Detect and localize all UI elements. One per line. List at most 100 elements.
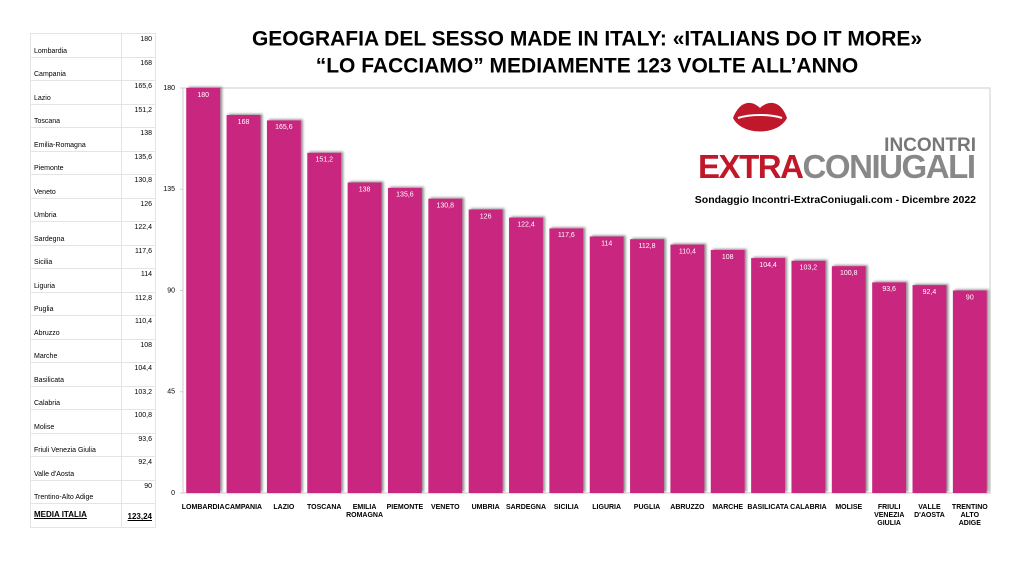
table-row: Valle d'Aosta 92,4 [30,456,156,481]
region-value: 130,8 [121,174,156,199]
table-row: Campania 168 [30,56,156,81]
logo-coniugali: CONIUGALI [803,148,976,185]
value-label: 103,2 [800,265,818,272]
region-value: 117,6 [121,244,156,269]
table-row: Basilicata 104,4 [30,362,156,387]
x-tick-label: LAZIO [273,504,295,511]
footer-value: 123,24 [121,503,156,528]
x-tick-label: VENETO [430,504,460,511]
value-label: 90 [966,294,974,301]
lips-icon [733,102,787,132]
region-value: 112,8 [121,291,156,316]
x-tick-label: PIEMONTE [386,504,424,511]
table-row: Calabria 103,2 [30,385,156,410]
bar [226,115,261,493]
x-tick-label: TOSCANA [306,504,342,511]
bar [952,290,987,493]
table-row: Puglia 112,8 [30,291,156,316]
region-name: Valle d'Aosta [30,456,122,481]
table-row: Trentino-Alto Adige 90 [30,479,156,504]
x-tick-label: CALABRIA [790,504,827,511]
bar [710,250,745,493]
bar [872,282,907,493]
value-label: 112,8 [639,243,656,250]
value-label: 122,4 [517,221,535,228]
value-label: 114 [601,240,612,247]
data-table: Lombardia 180 Campania 168 Lazio 165,6 Toscana… [30,33,156,528]
x-tick-label: CAMPANIA [224,504,263,511]
x-tick-label: LIGURIA [592,504,622,511]
region-name: Toscana [30,103,122,128]
x-tick-label: UMBRIA [471,504,500,511]
bar [751,258,786,493]
value-label: 165,6 [275,124,293,131]
region-value: 108 [121,338,156,363]
value-label: 126 [480,213,492,220]
region-value: 126 [121,197,156,222]
table-row: Lazio 165,6 [30,80,156,105]
value-label: 110,4 [679,248,696,255]
bar [831,266,866,493]
region-value: 90 [121,479,156,504]
bar [509,217,543,493]
region-value: 165,6 [121,80,156,105]
region-value: 104,4 [121,362,156,387]
bar [630,239,664,493]
bar [791,260,826,493]
region-value: 92,4 [121,456,156,481]
value-label: 104,4 [759,262,777,269]
x-tick-label: PUGLIA [633,504,661,511]
region-name: Friuli Venezia Giulia [30,432,122,457]
value-label: 93,6 [882,286,896,293]
value-label: 92,4 [923,289,937,296]
footer-label: MEDIA ITALIA [30,503,122,528]
table-row: Toscana 151,2 [30,103,156,128]
table-row: Veneto 130,8 [30,174,156,199]
region-name: Marche [30,338,122,363]
x-tick-label: VALLE D'AOSTA [914,504,945,519]
bar [347,182,382,493]
region-name: Sardegna [30,221,122,246]
region-name: Sicilia [30,244,122,269]
bar [912,285,947,493]
table-row: Sardegna 122,4 [30,221,156,246]
region-value: 114 [121,268,156,293]
table-row: Lombardia 180 [30,33,156,58]
region-name: Calabria [30,385,122,410]
logo-top: INCONTRI [884,135,976,156]
region-name: Basilicata [30,362,122,387]
x-tick-label: ABRUZZO [670,504,705,511]
y-tick-label: 90 [167,287,175,294]
region-name: Liguria [30,268,122,293]
value-label: 117,6 [558,232,575,239]
x-tick-label: SARDEGNA [505,504,546,511]
table-row: Liguria 114 [30,268,156,293]
x-tick-label: SICILIA [553,504,579,511]
logo-main: EXTRACONIUGALI [698,148,976,185]
bar [468,209,503,493]
value-label: 151,2 [315,157,333,164]
region-value: 138 [121,127,156,152]
table-footer: MEDIA ITALIA 123,24 [30,503,156,528]
region-value: 93,6 [121,432,156,457]
x-tick-label: EMILIA ROMAGNA [346,504,384,519]
value-label: 100,8 [840,270,858,277]
x-tick-label: TRENTINO ALTO ADIGE [951,504,988,527]
logo-extra: EXTRA [698,148,804,185]
table-row: Umbria 126 [30,197,156,222]
y-tick-label: 135 [163,186,175,193]
value-label: 130,8 [437,203,455,210]
table-row: Marche 108 [30,338,156,363]
value-label: 168 [238,119,250,126]
x-tick-label: FRIULI VENEZIA GIULIA [874,504,905,527]
bar [589,236,624,493]
value-label: 135,6 [396,192,414,199]
y-tick-label: 180 [163,85,175,92]
chart-title: GEOGRAFIA DEL SESSO MADE IN ITALY: «ITAL… [252,28,922,51]
bar [186,88,221,493]
table-row: Emilia-Romagna 138 [30,127,156,152]
region-value: 151,2 [121,103,156,128]
y-tick-label: 0 [171,490,175,497]
